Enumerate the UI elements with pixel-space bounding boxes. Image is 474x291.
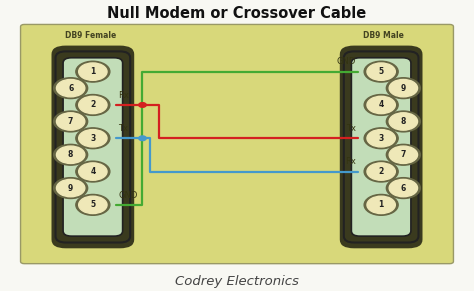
- FancyBboxPatch shape: [52, 46, 134, 248]
- Circle shape: [54, 111, 88, 132]
- Circle shape: [367, 163, 395, 180]
- Circle shape: [386, 78, 420, 99]
- Text: 4: 4: [90, 167, 95, 176]
- Text: Rx: Rx: [118, 91, 129, 100]
- Text: 8: 8: [401, 117, 406, 126]
- Circle shape: [139, 103, 146, 107]
- Circle shape: [389, 79, 418, 97]
- Circle shape: [56, 113, 85, 130]
- Text: Rx: Rx: [345, 157, 356, 166]
- Text: 6: 6: [401, 184, 406, 193]
- Circle shape: [79, 196, 107, 214]
- Circle shape: [367, 196, 395, 214]
- Circle shape: [79, 129, 107, 147]
- Text: Tx: Tx: [346, 124, 356, 133]
- Circle shape: [76, 194, 110, 215]
- Circle shape: [76, 161, 110, 182]
- Text: 8: 8: [68, 150, 73, 159]
- Text: 3: 3: [90, 134, 95, 143]
- Circle shape: [79, 163, 107, 180]
- Circle shape: [56, 146, 85, 164]
- Circle shape: [76, 128, 110, 149]
- Circle shape: [54, 144, 88, 165]
- Text: DB9 Female: DB9 Female: [65, 31, 116, 40]
- Text: 1: 1: [379, 200, 384, 209]
- Circle shape: [386, 178, 420, 198]
- Circle shape: [56, 79, 85, 97]
- Text: 5: 5: [379, 67, 384, 76]
- Text: 4: 4: [379, 100, 384, 109]
- Text: DB9 Male: DB9 Male: [363, 31, 404, 40]
- Circle shape: [56, 179, 85, 197]
- Text: 3: 3: [379, 134, 384, 143]
- Text: Codrey Electronics: Codrey Electronics: [175, 274, 299, 288]
- Circle shape: [54, 178, 88, 198]
- Circle shape: [389, 179, 418, 197]
- FancyBboxPatch shape: [20, 24, 454, 264]
- Text: Tx: Tx: [118, 124, 128, 133]
- Text: 7: 7: [68, 117, 73, 126]
- Text: 5: 5: [90, 200, 95, 209]
- Circle shape: [367, 129, 395, 147]
- Text: GND: GND: [118, 191, 138, 200]
- Text: 2: 2: [90, 100, 95, 109]
- Text: 1: 1: [90, 67, 95, 76]
- Circle shape: [364, 161, 398, 182]
- Circle shape: [79, 96, 107, 114]
- Circle shape: [389, 113, 418, 130]
- Circle shape: [367, 96, 395, 114]
- FancyBboxPatch shape: [344, 52, 419, 242]
- FancyBboxPatch shape: [63, 58, 123, 236]
- Circle shape: [364, 194, 398, 215]
- Text: 7: 7: [401, 150, 406, 159]
- Circle shape: [79, 63, 107, 80]
- Circle shape: [76, 95, 110, 115]
- Circle shape: [364, 128, 398, 149]
- Text: 9: 9: [401, 84, 406, 93]
- Circle shape: [139, 136, 146, 141]
- Circle shape: [367, 63, 395, 80]
- Text: GND: GND: [336, 57, 356, 66]
- Circle shape: [364, 61, 398, 82]
- Text: 6: 6: [68, 84, 73, 93]
- Circle shape: [364, 95, 398, 115]
- FancyBboxPatch shape: [340, 46, 422, 248]
- FancyBboxPatch shape: [351, 58, 411, 236]
- Text: 2: 2: [379, 167, 384, 176]
- Circle shape: [389, 146, 418, 164]
- FancyBboxPatch shape: [55, 52, 130, 242]
- Circle shape: [76, 61, 110, 82]
- Circle shape: [54, 78, 88, 99]
- Text: 9: 9: [68, 184, 73, 193]
- Text: Null Modem or Crossover Cable: Null Modem or Crossover Cable: [108, 6, 366, 21]
- Circle shape: [386, 144, 420, 165]
- Circle shape: [386, 111, 420, 132]
